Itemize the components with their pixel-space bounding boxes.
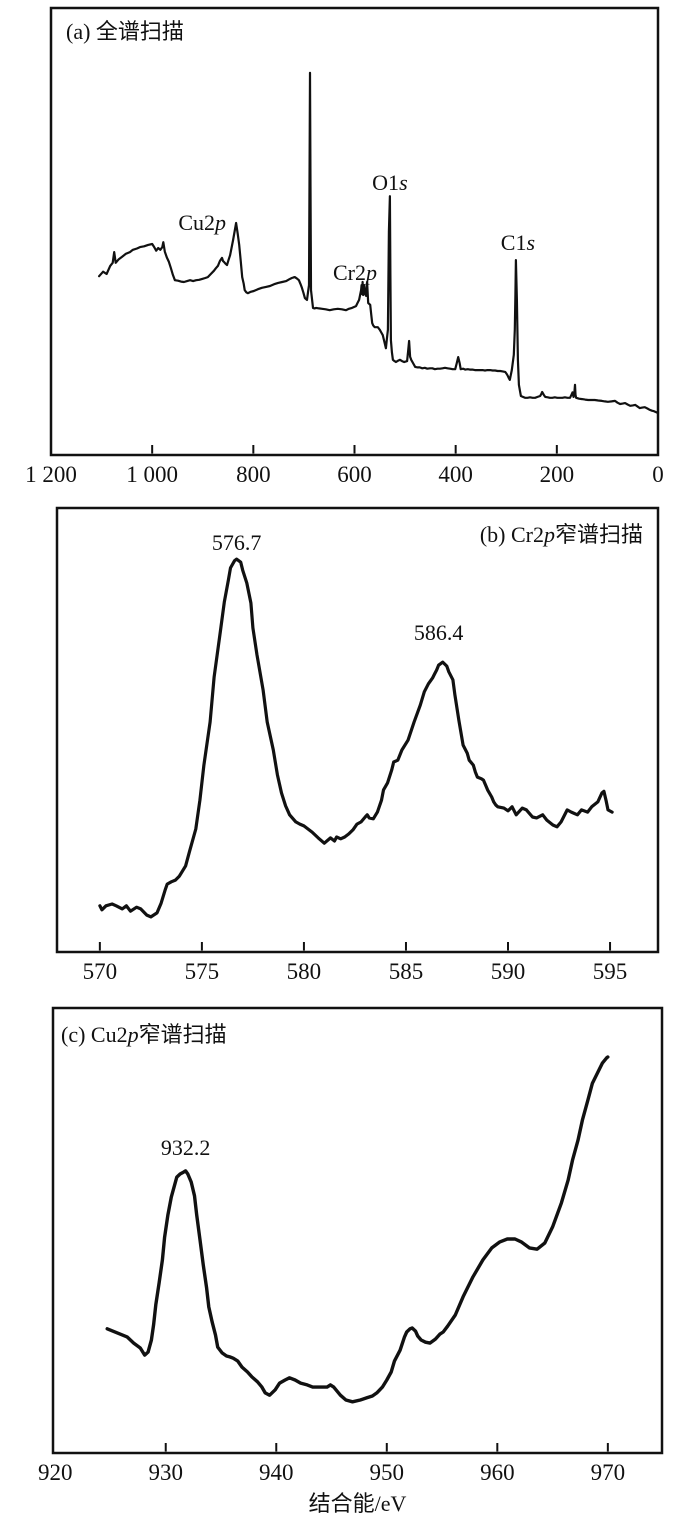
x-axis-label: 结合能/eV — [308, 1491, 407, 1516]
panel-a-tick-label: 1 000 — [126, 462, 178, 487]
panel-c-title: (c) Cu2p窄谱扫描 — [61, 1022, 227, 1047]
panel-a-tick-label: 200 — [540, 462, 575, 487]
panel-a-frame — [49, 6, 660, 457]
panel-c-tick-label: 960 — [480, 1460, 515, 1485]
panel-a-curve — [97, 71, 660, 415]
panel-a-tick-label: 600 — [337, 462, 372, 487]
panel-b-curve — [98, 557, 614, 919]
panel-b: 570 575 580 585 590 595 576.7 586.4 (b) Cr2p窄谱扫描 — [55, 506, 660, 984]
panel-a-tick-label: 400 — [438, 462, 473, 487]
panel-b-title: (b) Cr2p窄谱扫描 — [480, 522, 643, 547]
panel-b-tick-label: 585 — [389, 959, 424, 984]
panel-b-peak-label: 586.4 — [414, 620, 464, 645]
panel-a-tick-label: 800 — [236, 462, 271, 487]
panel-b-frame — [55, 506, 660, 954]
panel-a-peak-label: C1s — [501, 230, 535, 255]
panel-b-peak-label: 576.7 — [212, 530, 262, 555]
panel-c-frame — [51, 1006, 664, 1455]
panel-c-curve — [105, 1055, 610, 1404]
panel-a-title: (a) 全谱扫描 — [66, 19, 184, 44]
panel-a-peak-label: Cr2p — [333, 260, 377, 285]
panel-a-peak-label: O1s — [372, 170, 407, 195]
panel-c-tick-label: 920 — [38, 1460, 73, 1485]
panel-a-tick-label: 1 200 — [25, 462, 77, 487]
panel-b-tick-label: 590 — [491, 959, 526, 984]
panel-b-tick-label: 570 — [83, 959, 118, 984]
panel-c: 920 930 940 950 960 970 932.2 (c) Cu2p窄谱扫描 — [38, 1006, 664, 1485]
panel-a-tick-label: 0 — [652, 462, 664, 487]
panel-c-tick-label: 970 — [591, 1460, 626, 1485]
panel-a-peak-label: Cu2p — [178, 210, 226, 235]
panel-b-tick-label: 575 — [185, 959, 220, 984]
panel-c-tick-label: 930 — [148, 1460, 183, 1485]
panel-c-tick-label: 950 — [370, 1460, 405, 1485]
panel-c-peak-label: 932.2 — [161, 1135, 211, 1160]
panel-b-tick-label: 595 — [593, 959, 628, 984]
panel-c-tick-label: 940 — [259, 1460, 294, 1485]
panel-a: 1 200 1 000 800 600 400 200 0 Cu2p Cr2p O1s C1s (a)… — [25, 6, 664, 487]
panel-b-tick-label: 580 — [287, 959, 322, 984]
